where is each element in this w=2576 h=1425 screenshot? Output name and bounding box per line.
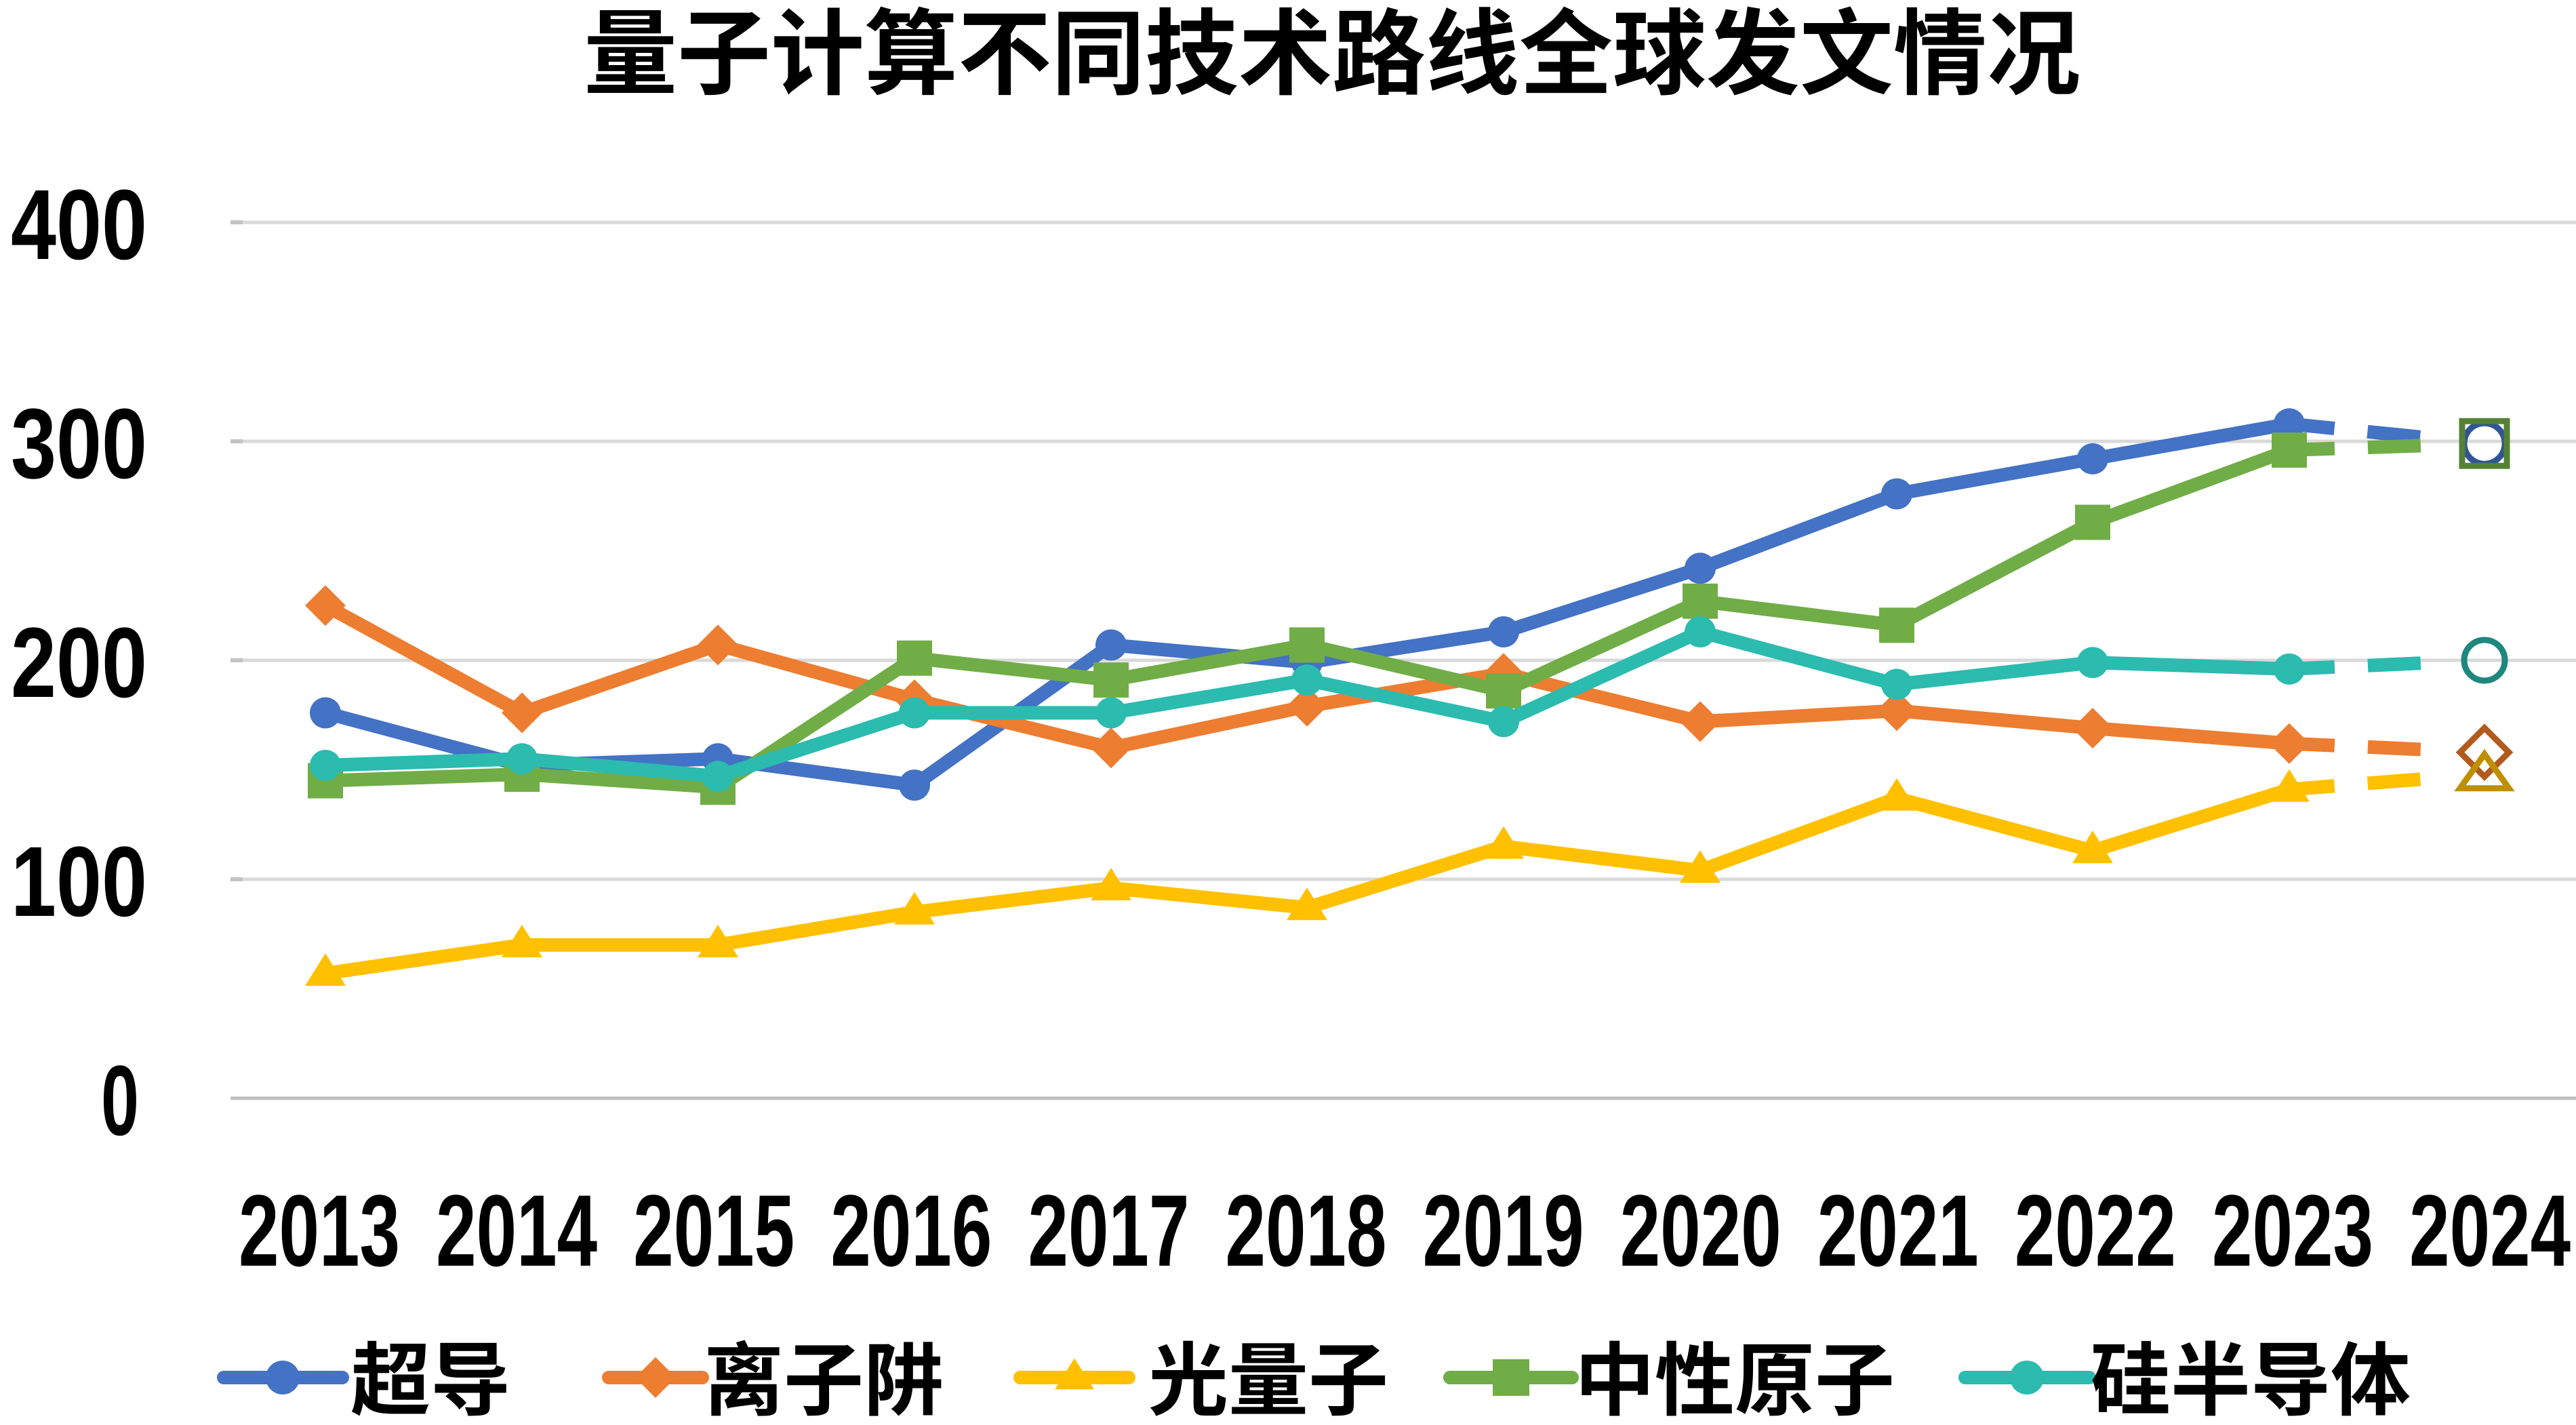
svg-text:2024: 2024 <box>2409 1173 2571 1287</box>
svg-text:2015: 2015 <box>633 1173 794 1287</box>
svg-text:100: 100 <box>11 826 147 938</box>
svg-text:300: 300 <box>11 388 147 500</box>
svg-text:2023: 2023 <box>2212 1173 2373 1287</box>
svg-text:2022: 2022 <box>2015 1173 2176 1287</box>
svg-text:2021: 2021 <box>1817 1173 1979 1287</box>
svg-text:2018: 2018 <box>1226 1173 1387 1287</box>
svg-text:2016: 2016 <box>830 1173 992 1287</box>
svg-text:2017: 2017 <box>1028 1173 1189 1287</box>
svg-text:400: 400 <box>11 169 147 281</box>
svg-text:2013: 2013 <box>239 1173 400 1287</box>
svg-text:2019: 2019 <box>1423 1173 1584 1287</box>
svg-text:200: 200 <box>11 607 147 719</box>
svg-text:0: 0 <box>101 1045 139 1157</box>
svg-text:2020: 2020 <box>1620 1173 1782 1287</box>
svg-text:2014: 2014 <box>436 1173 597 1287</box>
